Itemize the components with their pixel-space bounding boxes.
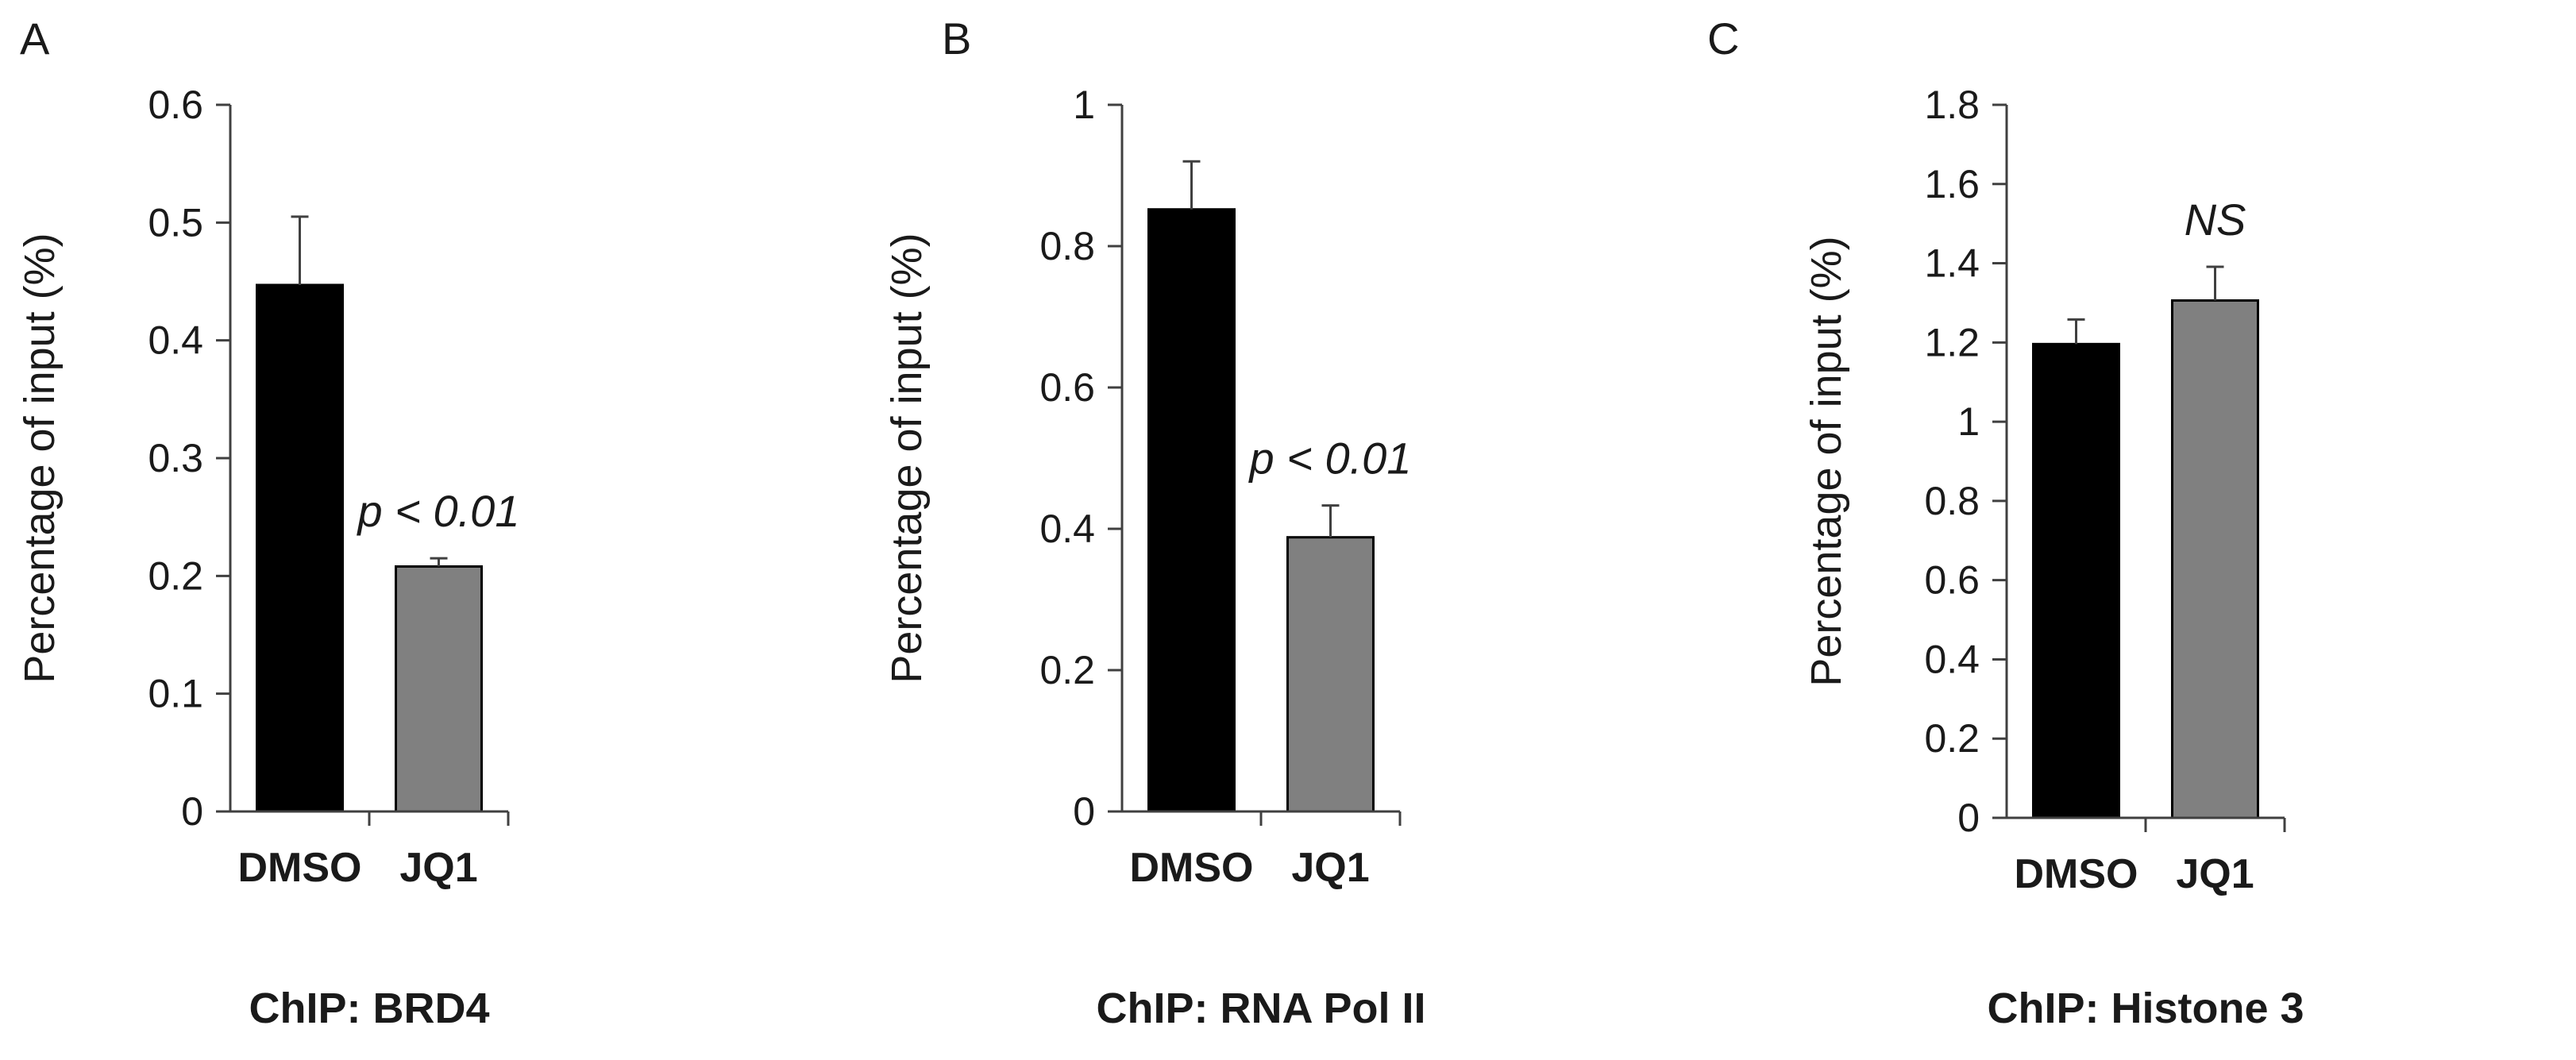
bar-dmso (256, 283, 344, 813)
y-axis-title: Percentage of input (%) (883, 233, 931, 683)
x-axis-title: ChIP: RNA Pol II (1097, 985, 1426, 1032)
y-tick-label: 0.4 (1924, 637, 1980, 681)
panel-label: B (942, 13, 971, 64)
y-tick-label: 1.2 (1924, 320, 1980, 364)
y-axis-title: Percentage of input (%) (1803, 236, 1850, 686)
significance-annotation: NS (2185, 195, 2246, 245)
y-tick-label: 0.3 (148, 436, 203, 480)
y-tick-label: 1 (1957, 399, 1980, 444)
panel-label: C (1707, 13, 1739, 64)
bar-jq1 (2171, 299, 2259, 819)
y-tick-label: 0.2 (1039, 648, 1095, 692)
bar-jq1 (1286, 536, 1375, 813)
y-tick-label: 0.5 (148, 200, 203, 245)
y-tick-label: 0 (181, 789, 203, 834)
y-tick-label: 0.4 (148, 318, 203, 363)
x-tick-label-jq1: JQ1 (2176, 851, 2254, 897)
y-tick-label: 1 (1073, 83, 1095, 127)
y-tick-label: 1.8 (1924, 83, 1980, 127)
x-tick-label-jq1: JQ1 (399, 845, 477, 891)
y-tick-label: 0.1 (148, 672, 203, 716)
y-tick-label: 0.8 (1924, 479, 1980, 523)
bar-dmso (1147, 208, 1236, 813)
y-tick-label: 0 (1957, 796, 1980, 840)
y-tick-label: 0.4 (1039, 507, 1095, 551)
y-tick-label: 0 (1073, 789, 1095, 834)
significance-annotation: p < 0.01 (357, 486, 520, 536)
y-tick-label: 1.4 (1924, 241, 1980, 286)
y-tick-label: 0.6 (1039, 365, 1095, 410)
y-tick-label: 0.8 (1039, 224, 1095, 268)
y-tick-label: 0.2 (1924, 716, 1980, 761)
y-tick-label: 0.6 (1924, 558, 1980, 603)
x-tick-label-jq1: JQ1 (1291, 845, 1369, 891)
x-tick-label-dmso: DMSO (1130, 845, 1254, 891)
significance-annotation: p < 0.01 (1248, 434, 1412, 484)
y-tick-label: 0.6 (148, 83, 203, 127)
bar-jq1 (395, 565, 483, 813)
x-axis-title: ChIP: Histone 3 (1987, 985, 2304, 1032)
y-tick-label: 0.2 (148, 553, 203, 598)
bar-dmso (2032, 342, 2120, 819)
y-axis-title: Percentage of input (%) (16, 233, 64, 683)
x-tick-label-dmso: DMSO (238, 845, 362, 891)
x-axis-title: ChIP: BRD4 (249, 985, 489, 1032)
panel-label: A (20, 13, 50, 64)
x-tick-label-dmso: DMSO (2015, 851, 2138, 897)
y-tick-label: 1.6 (1924, 162, 1980, 206)
